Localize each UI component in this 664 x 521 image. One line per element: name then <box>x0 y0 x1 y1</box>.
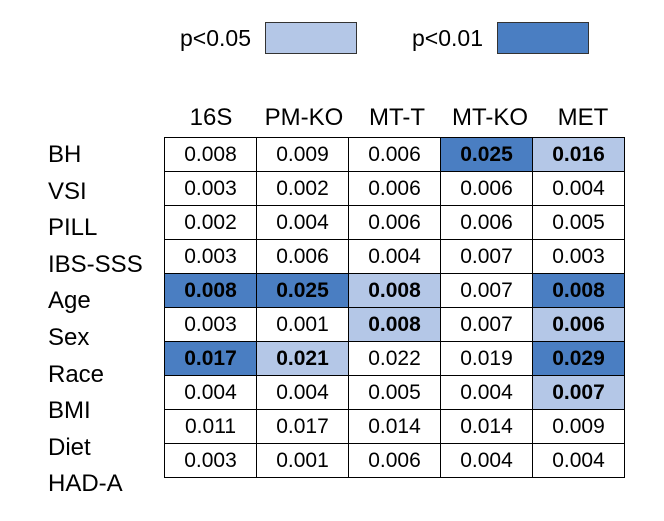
cell-age-mt-t: 0.008 <box>348 273 441 308</box>
cell-vsi-mt-ko: 0.006 <box>440 171 533 206</box>
row-label-bmi: BMI <box>48 397 91 425</box>
cell-bh-16s: 0.008 <box>164 137 257 172</box>
cell-age-met: 0.008 <box>532 273 625 308</box>
cell-bmi-16s: 0.004 <box>164 375 257 410</box>
cell-bmi-mt-t: 0.005 <box>348 375 441 410</box>
cell-pill-mt-t: 0.006 <box>348 205 441 240</box>
column-header-met: MET <box>557 104 609 131</box>
column-header-mt-t: MT-T <box>369 104 425 131</box>
cell-race-mt-t: 0.022 <box>348 341 441 376</box>
row-label-sex: Sex <box>48 324 90 351</box>
table-row: 0.008 0.009 0.006 0.025 0.016 <box>164 137 625 172</box>
row-label-vsi: VSI <box>48 177 87 205</box>
cell-pill-pm-ko: 0.004 <box>256 205 349 240</box>
cell-had-a-16s: 0.003 <box>164 443 257 478</box>
row-label-had-a: HAD-A <box>48 470 123 498</box>
table-row: 0.004 0.004 0.005 0.004 0.007 <box>164 375 625 410</box>
cell-had-a-pm-ko: 0.001 <box>256 443 349 478</box>
cell-bh-met: 0.016 <box>532 137 625 172</box>
cell-diet-pm-ko: 0.017 <box>256 409 349 444</box>
cell-had-a-met: 0.004 <box>532 443 625 478</box>
cell-sex-mt-ko: 0.007 <box>440 307 533 342</box>
cell-diet-mt-t: 0.014 <box>348 409 441 444</box>
row-label-bh: BH <box>48 141 82 168</box>
cell-sex-pm-ko: 0.001 <box>256 307 349 342</box>
row-label-race: Race <box>48 360 105 388</box>
cell-diet-mt-ko: 0.014 <box>440 409 533 444</box>
row-label-ibs-sss: IBS-SSS <box>48 250 143 278</box>
cell-pill-mt-ko: 0.006 <box>440 205 533 240</box>
cell-had-a-mt-t: 0.006 <box>348 443 441 478</box>
cell-age-pm-ko: 0.025 <box>256 273 349 308</box>
cell-sex-16s: 0.003 <box>164 307 257 342</box>
legend-label-p001: p<0.01 <box>412 24 483 51</box>
cell-vsi-mt-t: 0.006 <box>348 171 441 206</box>
cell-pill-16s: 0.002 <box>164 205 257 240</box>
cell-ibs-sss-met: 0.003 <box>532 239 625 274</box>
table-row: 0.003 0.006 0.004 0.007 0.003 <box>164 239 625 274</box>
legend-item-p005: p<0.05 <box>180 20 357 56</box>
cell-ibs-sss-mt-ko: 0.007 <box>440 239 533 274</box>
table-row: 0.003 0.001 0.006 0.004 0.004 <box>164 443 625 478</box>
column-header-mt-ko: MT-KO <box>452 104 528 131</box>
legend-swatch-p001 <box>497 22 589 54</box>
table-row: 0.002 0.004 0.006 0.006 0.005 <box>164 205 625 240</box>
cell-bmi-pm-ko: 0.004 <box>256 375 349 410</box>
cell-bh-pm-ko: 0.009 <box>256 137 349 172</box>
cell-ibs-sss-16s: 0.003 <box>164 239 257 274</box>
cell-race-16s: 0.017 <box>164 341 257 376</box>
cell-age-16s: 0.008 <box>164 273 257 308</box>
cell-diet-met: 0.009 <box>532 409 625 444</box>
cell-bh-mt-ko: 0.025 <box>440 137 533 172</box>
cell-race-pm-ko: 0.021 <box>256 341 349 376</box>
legend-swatch-p005 <box>265 22 357 54</box>
table-row: 0.003 0.001 0.008 0.007 0.006 <box>164 307 625 342</box>
cell-vsi-16s: 0.003 <box>164 171 257 206</box>
cell-had-a-mt-ko: 0.004 <box>440 443 533 478</box>
cell-bmi-met: 0.007 <box>532 375 625 410</box>
row-label-diet: Diet <box>48 433 91 461</box>
column-header-16s: 16S <box>189 104 233 131</box>
cell-vsi-pm-ko: 0.002 <box>256 171 349 206</box>
cell-race-met: 0.029 <box>532 341 625 376</box>
table-row: 0.008 0.025 0.008 0.007 0.008 <box>164 273 625 308</box>
table-row: 0.003 0.002 0.006 0.006 0.004 <box>164 171 625 206</box>
cell-bmi-mt-ko: 0.004 <box>440 375 533 410</box>
cell-ibs-sss-mt-t: 0.004 <box>348 239 441 274</box>
table-row: 0.017 0.021 0.022 0.019 0.029 <box>164 341 625 376</box>
table-row: 0.011 0.017 0.014 0.014 0.009 <box>164 409 625 444</box>
cell-race-mt-ko: 0.019 <box>440 341 533 376</box>
column-header-pm-ko: PM-KO <box>264 104 344 131</box>
row-label-age: Age <box>48 287 91 315</box>
cell-diet-16s: 0.011 <box>164 409 257 444</box>
heatmap-table: 0.008 0.009 0.006 0.025 0.016 0.003 0.002 0.006… <box>164 137 625 478</box>
row-label-pill: PILL <box>48 214 98 242</box>
cell-sex-met: 0.006 <box>532 307 625 342</box>
cell-pill-met: 0.005 <box>532 205 625 240</box>
legend-item-p001: p<0.01 <box>412 20 589 56</box>
cell-sex-mt-t: 0.008 <box>348 307 441 342</box>
cell-vsi-met: 0.004 <box>532 171 625 206</box>
cell-ibs-sss-pm-ko: 0.006 <box>256 239 349 274</box>
cell-age-mt-ko: 0.007 <box>440 273 533 308</box>
cell-bh-mt-t: 0.006 <box>348 137 441 172</box>
legend-label-p005: p<0.05 <box>180 24 251 51</box>
